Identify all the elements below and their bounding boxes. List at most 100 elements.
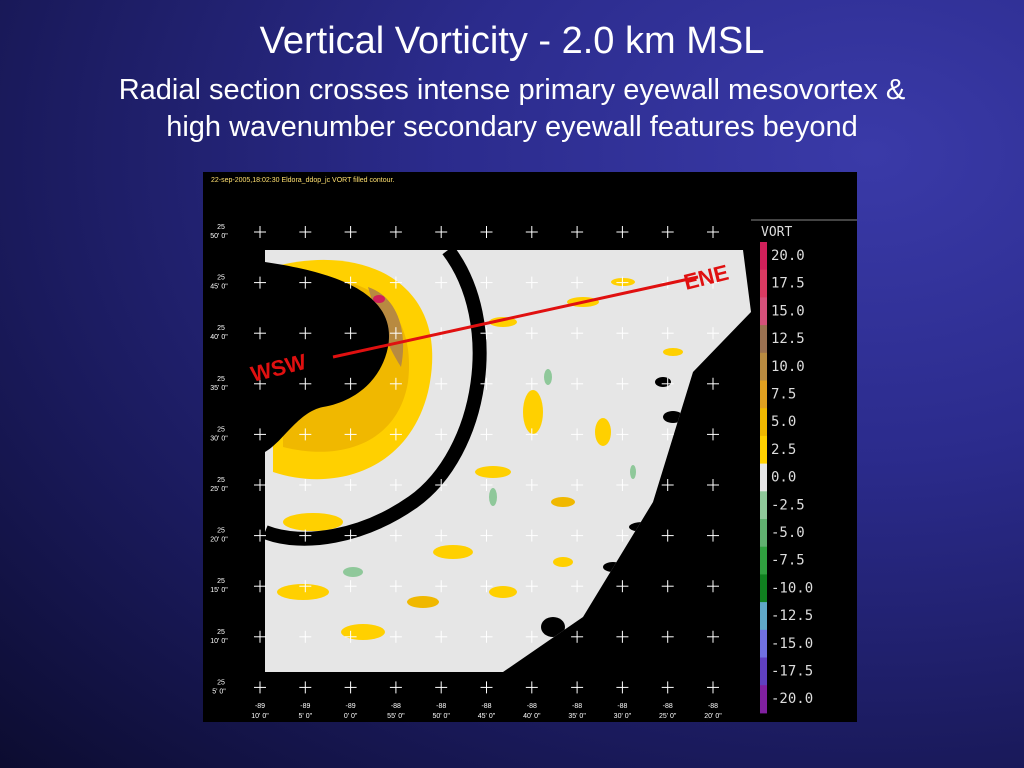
colorbar-tick-label: 17.5 bbox=[771, 276, 805, 292]
grid-cross bbox=[435, 479, 448, 491]
lat-tick-min: 25' 0" bbox=[210, 486, 228, 493]
colorbar-tick-label: -10.0 bbox=[771, 580, 813, 596]
grid-cross bbox=[616, 428, 629, 441]
colorbar-tick-label: 5.0 bbox=[771, 414, 796, 430]
grid-cross bbox=[254, 580, 266, 593]
colorbar-swatch bbox=[760, 685, 767, 714]
grid-cross bbox=[299, 428, 312, 441]
slide-subtitle: Radial section crosses intense primary e… bbox=[0, 72, 1024, 146]
slide-title: Vertical Vorticity - 2.0 km MSL bbox=[259, 20, 765, 62]
colorbar-tick-label: -5.0 bbox=[771, 525, 805, 541]
grid-cross bbox=[344, 428, 357, 441]
colorbar: VORT 20.0 17.5 15.0 12.5 10.0 7.5 5.0 2.5 0.0 -2.… bbox=[751, 219, 857, 714]
grid-cross bbox=[707, 428, 719, 441]
grid-cross bbox=[571, 479, 584, 491]
grid-cross bbox=[435, 681, 448, 694]
vorticity-field bbox=[265, 250, 751, 672]
colorbar-swatch bbox=[760, 519, 767, 548]
grid-cross bbox=[389, 681, 402, 694]
grid-cross bbox=[254, 377, 266, 390]
vorticity-figure: 22-sep-2005,18:02:30 Eldora_ddop_jc VORT… bbox=[203, 172, 857, 722]
grid-cross bbox=[661, 428, 674, 441]
grid-cross bbox=[389, 580, 402, 593]
grid-cross bbox=[480, 681, 493, 694]
grid-cross bbox=[344, 580, 357, 593]
colorbar-tick-label: 0.0 bbox=[771, 470, 796, 486]
grid-cross bbox=[616, 529, 629, 542]
grid-cross bbox=[344, 276, 357, 289]
colorbar-swatch bbox=[760, 629, 767, 658]
grid-cross bbox=[571, 276, 584, 289]
colorbar-swatch bbox=[760, 463, 767, 492]
grid-cross bbox=[344, 681, 357, 694]
grid-cross bbox=[661, 479, 674, 491]
lon-tick-deg: -88 bbox=[527, 703, 537, 710]
grid-cross bbox=[344, 327, 357, 340]
grid-cross bbox=[707, 226, 719, 238]
grid-cross bbox=[480, 630, 493, 643]
lat-tick-deg: 25 bbox=[217, 224, 225, 231]
lon-tick-deg: -89 bbox=[300, 703, 310, 710]
lat-tick-min: 30' 0" bbox=[210, 435, 228, 442]
grid-cross bbox=[525, 529, 538, 542]
grid-cross bbox=[480, 479, 493, 491]
lat-tick-min: 10' 0" bbox=[210, 638, 228, 645]
vorticity-plot: 22-sep-2005,18:02:30 Eldora_ddop_jc VORT… bbox=[210, 177, 857, 720]
colorbar-title: VORT bbox=[761, 225, 792, 240]
units-seconds: s bbox=[725, 178, 746, 208]
grid-cross bbox=[254, 630, 266, 643]
mesovortex-peak bbox=[373, 295, 385, 303]
grid-cross bbox=[254, 276, 266, 289]
grid-cross bbox=[661, 327, 674, 340]
grid-cross bbox=[707, 580, 719, 593]
grid-cross bbox=[435, 580, 448, 593]
lon-tick-min: 55' 0" bbox=[387, 713, 405, 720]
colorbar-tick-label: 12.5 bbox=[771, 331, 805, 347]
lon-tick-min: 50' 0" bbox=[432, 713, 450, 720]
colorbar-tick-label: -20.0 bbox=[771, 691, 813, 707]
lon-tick-deg: -88 bbox=[708, 703, 718, 710]
figure-header: 22-sep-2005,18:02:30 Eldora_ddop_jc VORT… bbox=[211, 177, 394, 184]
grid-cross bbox=[661, 580, 674, 593]
grid-cross bbox=[480, 529, 493, 542]
grid-cross bbox=[661, 630, 674, 643]
lat-tick-deg: 25 bbox=[217, 528, 225, 535]
lat-tick-deg: 25 bbox=[217, 578, 225, 585]
grid-cross bbox=[299, 630, 312, 643]
lon-tick-deg: -89 bbox=[255, 703, 265, 710]
lon-tick-deg: -89 bbox=[346, 703, 356, 710]
colorbar-swatch bbox=[760, 435, 767, 465]
lat-tick-deg: 25 bbox=[217, 679, 225, 686]
lat-tick-min: 20' 0" bbox=[210, 537, 228, 544]
units-label: (Units: 10-4 s-1) bbox=[600, 178, 769, 209]
grid-cross bbox=[389, 428, 402, 441]
grid-cross bbox=[661, 377, 674, 390]
lon-tick-deg: -88 bbox=[391, 703, 401, 710]
lon-tick-min: 30' 0" bbox=[614, 713, 632, 720]
colorbar-swatch bbox=[760, 657, 767, 686]
colorbar-tick-label: -17.5 bbox=[771, 664, 813, 680]
colorbar-swatch bbox=[760, 491, 767, 520]
lat-tick-min: 5' 0" bbox=[212, 688, 226, 695]
grid-cross bbox=[480, 276, 493, 289]
grid-cross bbox=[571, 226, 584, 238]
subtitle-line-2: high wavenumber secondary eyewall featur… bbox=[166, 111, 858, 143]
grid-cross bbox=[299, 276, 312, 289]
lat-tick-min: 50' 0" bbox=[210, 233, 228, 240]
grid-cross bbox=[254, 226, 266, 238]
hurricane-eye bbox=[265, 262, 390, 452]
grid-cross bbox=[707, 377, 719, 390]
lon-tick-min: 0' 0" bbox=[344, 713, 358, 720]
grid-cross bbox=[616, 681, 629, 694]
grid-cross bbox=[707, 327, 719, 340]
grid-cross bbox=[254, 327, 266, 340]
colorbar-tick-label: 10.0 bbox=[771, 359, 805, 375]
grid-cross bbox=[480, 377, 493, 390]
units-prefix: (Units: 10 bbox=[600, 178, 712, 208]
grid-cross bbox=[616, 479, 629, 491]
grid-cross bbox=[661, 681, 674, 694]
lat-tick-deg: 25 bbox=[217, 325, 225, 332]
grid-cross bbox=[389, 327, 402, 340]
lat-tick-min: 40' 0" bbox=[210, 334, 228, 341]
grid-cross bbox=[571, 428, 584, 441]
